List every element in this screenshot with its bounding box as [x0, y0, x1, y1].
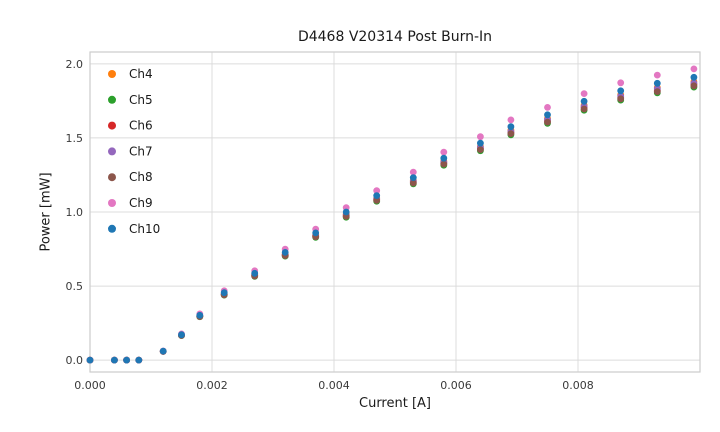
data-point-ch10	[251, 269, 259, 277]
legend-swatch-ch9	[108, 199, 116, 207]
legend-swatch-ch5	[108, 95, 116, 104]
data-point-ch10	[111, 356, 118, 364]
data-point-ch9	[653, 71, 661, 79]
data-point-ch9	[580, 90, 588, 97]
data-point-ch9	[507, 116, 515, 124]
data-point-ch10	[617, 87, 625, 95]
data-point-ch10	[342, 208, 350, 216]
data-point-ch9	[373, 187, 381, 195]
data-point-ch9	[544, 104, 551, 111]
data-point-ch8	[690, 82, 698, 90]
y-axis-label: Power [mW]	[38, 172, 54, 252]
data-point-ch10	[312, 229, 320, 237]
y-tick-label: 0.0	[66, 354, 84, 367]
legend-label-ch8: Ch8	[129, 170, 153, 184]
legend-swatch-ch7	[108, 147, 116, 156]
legend-label-ch5: Ch5	[129, 93, 153, 107]
y-tick-label: 1.5	[66, 132, 84, 145]
data-point-ch9	[617, 79, 625, 87]
data-point-ch8	[373, 197, 381, 204]
legend-label-ch10: Ch10	[129, 222, 160, 236]
x-tick-label: 0.000	[74, 379, 106, 392]
x-tick-label: 0.008	[562, 379, 594, 392]
data-point-ch9	[440, 148, 448, 156]
data-point-ch8	[477, 146, 484, 154]
x-tick-label: 0.004	[318, 379, 350, 392]
legend-label-ch4: Ch4	[129, 67, 153, 81]
legend-swatch-ch4	[108, 70, 116, 78]
x-axis-label: Current [A]	[359, 396, 431, 411]
data-point-ch10	[220, 289, 228, 297]
legend-label-ch6: Ch6	[129, 119, 153, 133]
data-point-ch10	[123, 356, 130, 364]
data-point-ch10	[653, 79, 661, 87]
x-tick-label: 0.006	[440, 379, 472, 392]
data-point-ch9	[409, 168, 417, 176]
data-point-ch9	[477, 133, 484, 141]
data-point-ch10	[507, 123, 515, 131]
data-point-ch8	[580, 105, 588, 113]
x-tick-label: 0.002	[196, 379, 228, 392]
legend-swatch-ch6	[108, 121, 116, 130]
data-point-ch10	[86, 356, 94, 364]
data-point-ch10	[409, 174, 417, 182]
data-point-ch10	[440, 154, 448, 162]
data-point-ch10	[580, 97, 588, 105]
data-point-ch8	[440, 160, 448, 168]
data-point-ch8	[653, 88, 661, 95]
data-point-ch10	[159, 347, 167, 355]
data-point-ch10	[690, 73, 698, 81]
y-tick-label: 2.0	[66, 58, 84, 71]
data-point-ch10	[477, 139, 484, 147]
data-point-ch10	[178, 331, 185, 339]
data-point-ch10	[373, 192, 381, 200]
y-tick-label: 1.0	[66, 206, 84, 219]
legend-label-ch7: Ch7	[129, 144, 153, 158]
data-point-ch10	[196, 311, 204, 319]
data-point-ch10	[281, 249, 289, 256]
data-point-ch10	[135, 356, 143, 364]
data-point-ch10	[544, 111, 551, 119]
data-point-ch8	[409, 179, 417, 187]
legend-swatch-ch8	[108, 173, 116, 182]
data-point-ch9	[690, 65, 698, 73]
data-point-ch8	[544, 118, 551, 126]
legend-swatch-ch10	[108, 224, 116, 233]
chart-title: D4468 V20314 Post Burn-In	[297, 29, 493, 45]
data-point-ch8	[507, 130, 515, 138]
plot-border	[89, 51, 701, 373]
y-tick-label: 0.5	[66, 280, 84, 293]
data-point-ch8	[617, 95, 625, 103]
legend-label-ch9: Ch9	[129, 196, 153, 210]
